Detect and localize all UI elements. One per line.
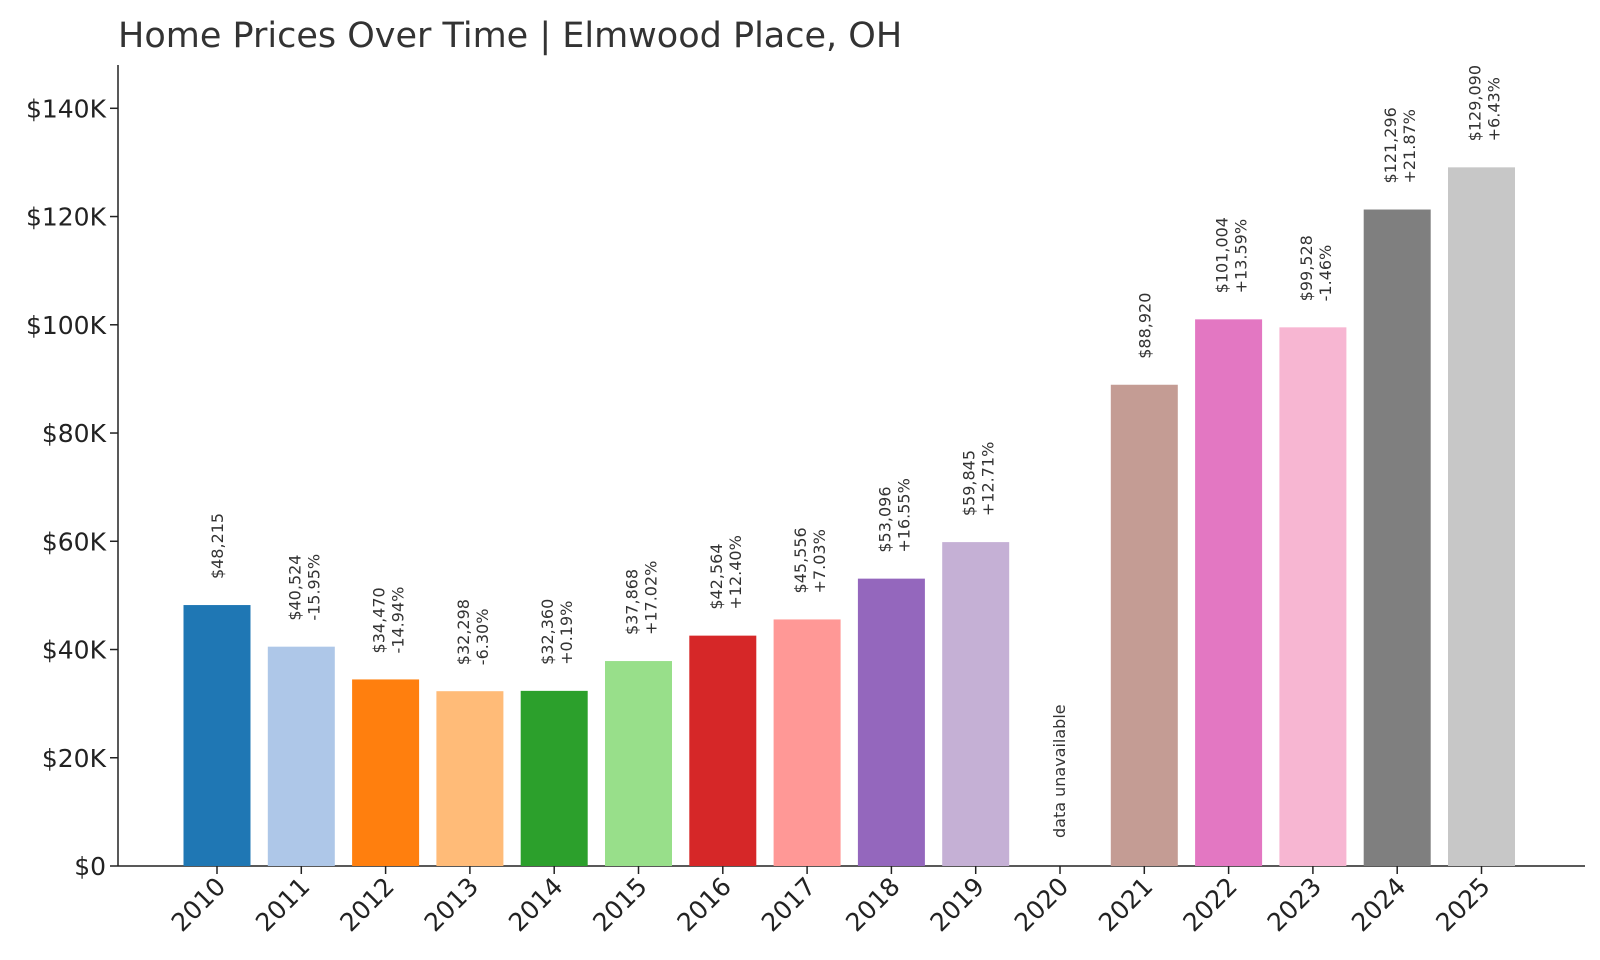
y-tick-label: $40K bbox=[42, 636, 107, 665]
bar-value-label: $42,564 bbox=[707, 543, 726, 609]
x-tick-label: 2024 bbox=[1346, 872, 1411, 937]
bar-value-label: $88,920 bbox=[1135, 293, 1154, 359]
x-tick-label: 2016 bbox=[672, 872, 737, 937]
bar-value-label: $32,360 bbox=[538, 599, 557, 665]
bar-change-label: -1.46% bbox=[1316, 245, 1335, 302]
bar-change-label: -6.30% bbox=[473, 609, 492, 666]
bar bbox=[352, 679, 420, 866]
bar-change-label: +12.40% bbox=[726, 535, 745, 609]
x-tick-label: 2010 bbox=[166, 872, 231, 937]
x-tick-label: 2021 bbox=[1093, 872, 1158, 937]
bar-value-label: $121,296 bbox=[1381, 107, 1400, 183]
x-tick-label: 2020 bbox=[1009, 872, 1074, 937]
bar bbox=[605, 661, 672, 866]
bar bbox=[942, 542, 1010, 866]
bar-change-label: +16.55% bbox=[894, 478, 913, 552]
bar bbox=[1363, 209, 1431, 867]
bar bbox=[1279, 327, 1347, 866]
x-tick-label: 2011 bbox=[250, 872, 315, 937]
y-tick-label: $140K bbox=[26, 94, 107, 123]
bar-value-label: $37,868 bbox=[623, 569, 642, 635]
x-tick-label: 2019 bbox=[924, 872, 989, 937]
bar bbox=[857, 578, 925, 866]
bar-change-label: -15.95% bbox=[304, 554, 323, 621]
x-tick-label: 2018 bbox=[840, 872, 905, 937]
y-tick-label: $120K bbox=[26, 203, 107, 232]
y-tick-label: $60K bbox=[42, 527, 107, 556]
bar bbox=[520, 690, 588, 866]
x-tick-label: 2022 bbox=[1177, 872, 1242, 937]
y-tick-label: $100K bbox=[26, 311, 107, 340]
bar-value-label: $40,524 bbox=[285, 555, 304, 621]
bar-change-label: -14.94% bbox=[389, 587, 408, 654]
bar-change-label: +6.43% bbox=[1485, 77, 1504, 141]
bar-value-label: $99,528 bbox=[1297, 235, 1316, 301]
missing-data-label: data unavailable bbox=[1050, 704, 1069, 838]
x-tick-label: 2025 bbox=[1430, 872, 1495, 937]
bar-change-label: +21.87% bbox=[1400, 109, 1419, 183]
bar-change-label: +7.03% bbox=[810, 529, 829, 593]
bar bbox=[689, 635, 757, 866]
chart-title: Home Prices Over Time | Elmwood Place, O… bbox=[118, 16, 903, 56]
bar bbox=[773, 619, 841, 866]
x-tick-label: 2014 bbox=[503, 872, 568, 937]
bar bbox=[183, 605, 251, 866]
bar-change-label: +12.71% bbox=[979, 442, 998, 516]
bar-value-label: $34,470 bbox=[370, 587, 389, 653]
bar bbox=[436, 691, 504, 866]
x-tick-label: 2012 bbox=[334, 872, 399, 937]
x-tick-label: 2017 bbox=[756, 872, 821, 937]
y-tick-label: $0 bbox=[74, 852, 106, 881]
bar bbox=[1110, 384, 1178, 866]
bar-change-label: +13.59% bbox=[1232, 219, 1251, 293]
x-tick-label: 2023 bbox=[1262, 872, 1327, 937]
bar-value-label: $53,096 bbox=[875, 486, 894, 552]
bar-value-label: $48,215 bbox=[208, 513, 227, 579]
bar bbox=[1195, 319, 1263, 866]
bar-change-label: +17.02% bbox=[642, 561, 661, 635]
bar-value-label: $129,090 bbox=[1466, 65, 1485, 141]
bar bbox=[1448, 167, 1515, 866]
y-tick-label: $20K bbox=[42, 744, 107, 773]
bar-change-label: +0.19% bbox=[557, 601, 576, 665]
bar bbox=[267, 646, 335, 866]
bar-value-label: $59,845 bbox=[960, 450, 979, 516]
x-tick-label: 2015 bbox=[587, 872, 652, 937]
bar-value-label: $45,556 bbox=[791, 527, 810, 593]
y-tick-label: $80K bbox=[42, 419, 107, 448]
x-tick-label: 2013 bbox=[419, 872, 484, 937]
bar-value-label: $32,298 bbox=[454, 599, 473, 665]
bar-value-label: $101,004 bbox=[1213, 217, 1232, 293]
